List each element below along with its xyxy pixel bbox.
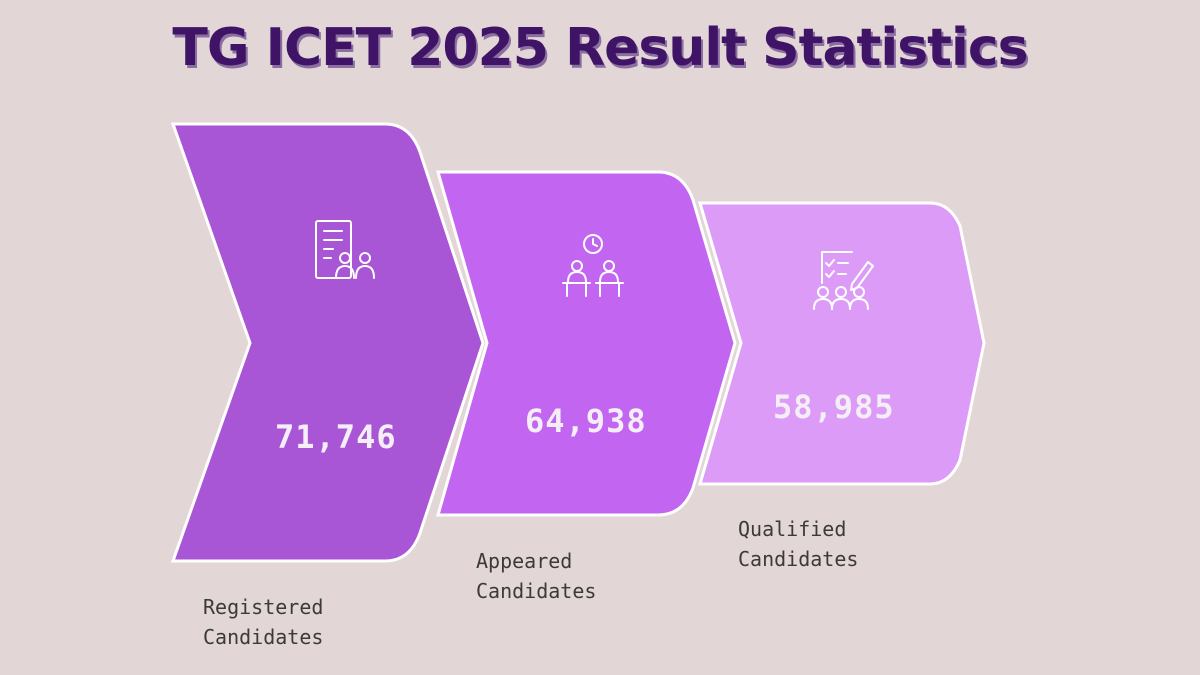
registered-label: Registered Candidates [203, 595, 324, 649]
page-title: TG ICET 2025 Result Statistics [172, 18, 1028, 78]
registered-count: 71,746 [275, 418, 397, 456]
step-3-chevron [697, 201, 986, 486]
step-2-chevron [436, 170, 737, 517]
people-with-clock-icon [562, 234, 624, 297]
qualified-label: Qualified Candidates [738, 517, 859, 571]
appeared-label: Appeared Candidates [476, 549, 597, 603]
checklist-with-people-icon [813, 251, 874, 310]
appeared-count: 64,938 [525, 402, 647, 440]
step-1-chevron [170, 122, 485, 563]
document-with-people-icon [315, 220, 375, 279]
qualified-count: 58,985 [773, 388, 895, 426]
